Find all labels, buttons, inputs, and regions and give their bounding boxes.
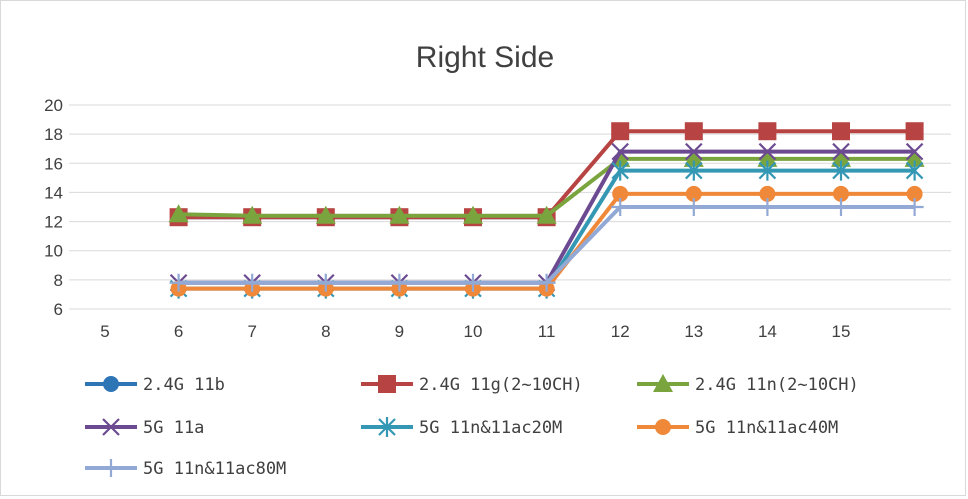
data-point xyxy=(757,148,778,167)
data-point xyxy=(833,185,849,202)
y-tick-label: 20 xyxy=(44,96,63,115)
series-2 xyxy=(168,148,925,224)
data-point xyxy=(832,160,850,181)
data-point xyxy=(168,204,189,223)
data-point xyxy=(389,205,410,224)
data-point xyxy=(758,198,777,216)
legend-marker xyxy=(103,376,119,392)
data-point xyxy=(832,198,850,216)
data-point xyxy=(316,273,335,292)
data-point xyxy=(536,205,557,224)
y-tick-label: 14 xyxy=(44,183,63,202)
legend-item: 2.4G 11n(2~10CH) xyxy=(637,374,859,395)
legend-marker xyxy=(655,419,671,435)
data-point xyxy=(905,142,924,161)
legend-marker xyxy=(653,374,673,392)
x-tick-label: 8 xyxy=(321,322,330,341)
x-tick-label: 9 xyxy=(395,322,404,341)
series-line xyxy=(178,129,915,220)
legend-item: 2.4G 11g(2~10CH) xyxy=(361,375,583,395)
data-point xyxy=(169,273,188,292)
legend-marker xyxy=(102,418,120,436)
data-point xyxy=(831,148,851,167)
x-tick-label: 6 xyxy=(174,322,183,341)
legend-item: 5G 11n&11ac20M xyxy=(361,417,562,438)
data-point xyxy=(242,205,263,224)
y-axis-ticks: 6 8 10 12 14 16 18 20 xyxy=(44,96,63,319)
x-tick-label: 10 xyxy=(464,322,483,341)
x-tick-label: 5 xyxy=(100,322,109,341)
legend-label: 2.4G 11n(2~10CH) xyxy=(695,375,859,395)
data-point xyxy=(684,122,703,141)
legend-label: 5G 11n&11ac40M xyxy=(695,418,838,438)
data-point xyxy=(906,185,923,202)
y-tick-label: 18 xyxy=(44,125,63,144)
data-point xyxy=(611,160,629,181)
x-axis-ticks: 5 6 7 8 9 10 11 12 13 14 15 xyxy=(100,322,850,341)
data-point xyxy=(904,148,925,167)
data-point xyxy=(832,142,850,161)
data-point xyxy=(683,148,704,167)
data-point xyxy=(685,185,702,202)
data-point xyxy=(905,198,924,216)
data-point xyxy=(758,122,777,141)
legend-marker xyxy=(378,375,396,393)
data-point xyxy=(243,273,262,292)
data-point xyxy=(758,160,777,181)
data-point xyxy=(611,122,630,141)
legend-item: 5G 11n&11ac40M xyxy=(637,418,838,438)
x-tick-label: 12 xyxy=(611,322,630,341)
legend-label: 5G 11n&11ac80M xyxy=(143,459,286,479)
legend-item: 5G 11n&11ac80M xyxy=(85,459,286,479)
legend-label: 5G 11n&11ac20M xyxy=(419,418,562,438)
y-tick-label: 8 xyxy=(54,271,63,290)
data-point xyxy=(315,205,336,224)
chart-title: Right Side xyxy=(415,41,555,74)
y-tick-label: 10 xyxy=(44,242,63,261)
data-point xyxy=(758,142,777,161)
legend-marker xyxy=(378,417,396,437)
legend-item: 5G 11a xyxy=(85,418,204,438)
data-point xyxy=(684,198,703,216)
y-tick-label: 16 xyxy=(44,154,63,173)
data-point xyxy=(463,205,483,224)
data-point xyxy=(905,122,924,141)
data-point xyxy=(537,273,556,292)
x-tick-label: 7 xyxy=(247,322,256,341)
legend-item: 2.4G 11b xyxy=(85,375,225,395)
grid-lines xyxy=(69,104,951,310)
data-point xyxy=(685,142,703,161)
legend: 2.4G 11b 2.4G 11g(2~10CH) 2.4G 11n(2~10CH)… xyxy=(85,374,859,479)
x-tick-label: 15 xyxy=(832,322,851,341)
data-point xyxy=(611,142,629,161)
data-point xyxy=(390,273,409,292)
series-line xyxy=(178,168,915,291)
data-point xyxy=(905,160,924,181)
data-point xyxy=(611,198,630,216)
legend-label: 2.4G 11g(2~10CH) xyxy=(419,375,583,395)
series-lines xyxy=(168,122,925,299)
x-tick-label: 11 xyxy=(538,322,556,341)
data-point xyxy=(612,185,629,202)
legend-marker xyxy=(102,459,120,477)
data-point xyxy=(759,185,776,202)
data-point xyxy=(832,122,850,141)
x-tick-label: 13 xyxy=(684,322,703,341)
data-point xyxy=(464,273,482,292)
legend-label: 5G 11a xyxy=(143,418,204,438)
data-point xyxy=(685,160,703,181)
y-tick-label: 12 xyxy=(44,213,63,232)
x-tick-label: 14 xyxy=(758,322,777,341)
series-6 xyxy=(169,198,924,292)
y-tick-label: 6 xyxy=(54,300,63,319)
legend-label: 2.4G 11b xyxy=(143,375,225,395)
